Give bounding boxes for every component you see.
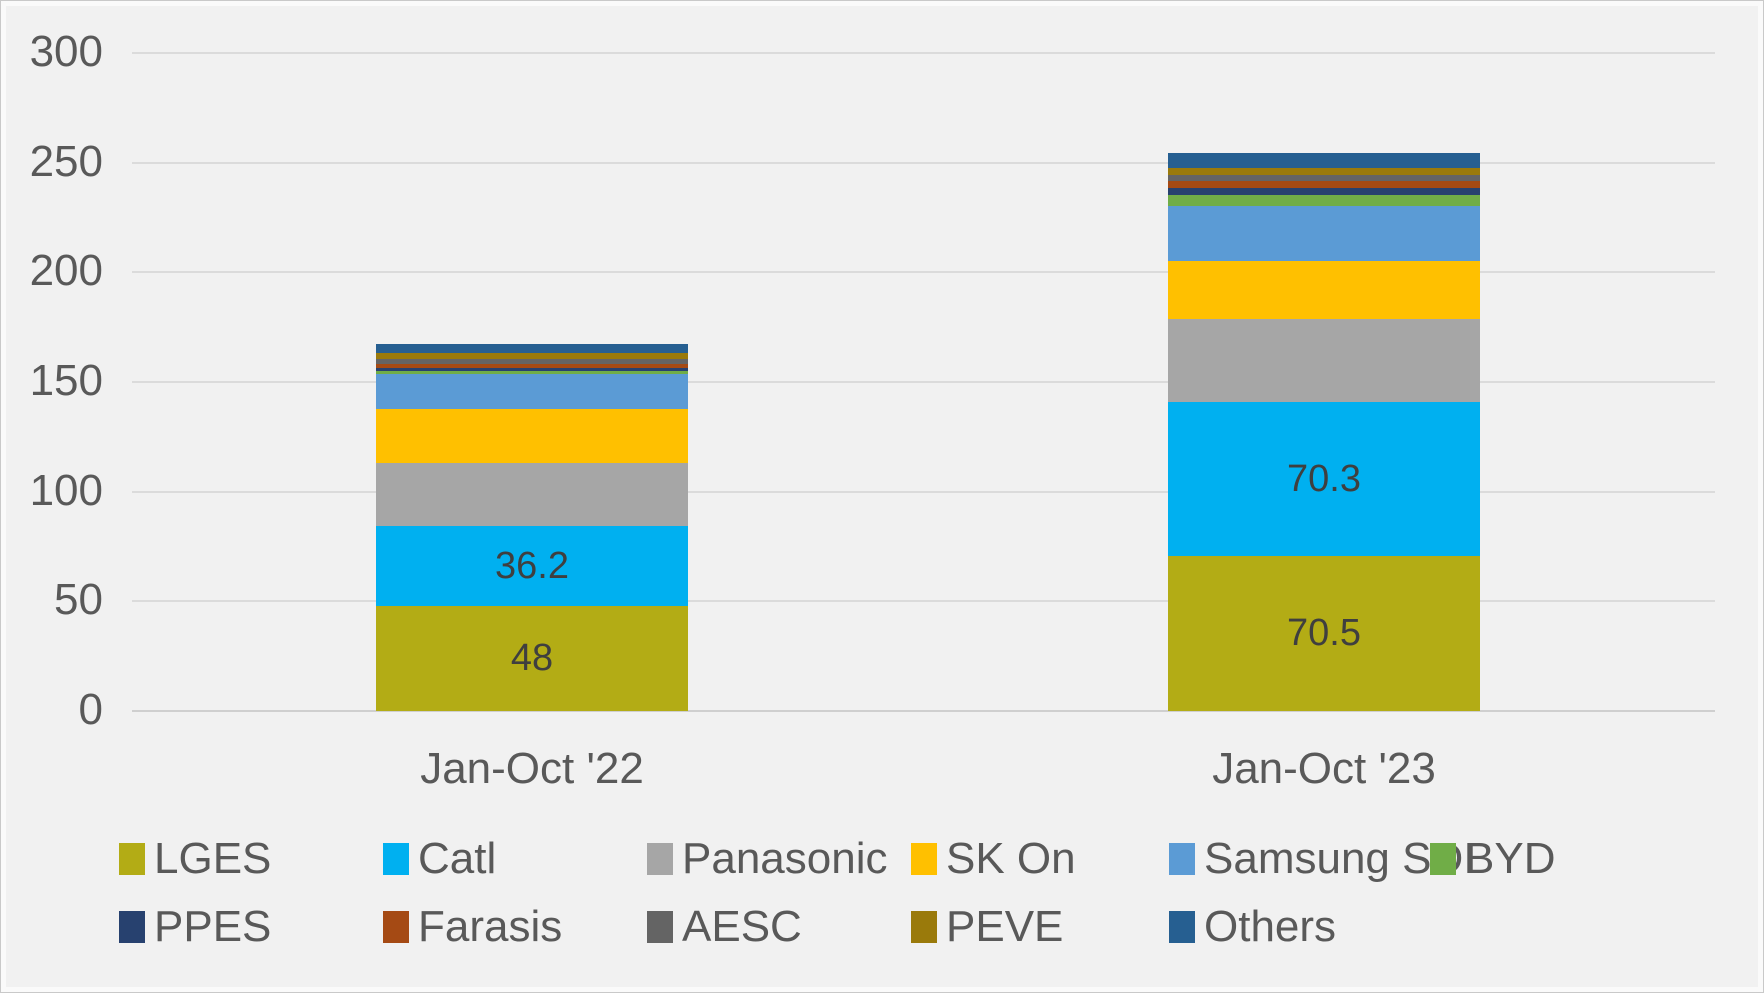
segment-catl-jan-oct-23: 70.3 [1168,402,1480,557]
data-label-lges-jan-oct-23: 70.5 [1287,612,1361,655]
y-tick-label-150: 150 [29,356,103,405]
legend-marker-aesc-icon [647,911,673,943]
segment-others-jan-oct-22 [376,344,688,354]
category-label-jan-oct-23: Jan-Oct '23 [1212,744,1436,793]
y-tick-label-300: 300 [29,27,103,76]
legend-item-sk-on: SK On [911,837,1076,881]
gridline-250 [132,161,1715,164]
y-tick-label-100: 100 [29,465,103,515]
y-tick-label-200: 200 [29,246,103,296]
legend-item-panasonic: Panasonic [647,837,887,881]
legend-marker-panasonic-icon [647,843,673,875]
legend-item-lges: LGES [119,837,271,881]
legend-marker-farasis-icon [383,911,409,943]
legend-label-lges: LGES [154,834,272,883]
legend-marker-ppes-icon [119,911,145,943]
segment-farasis-jan-oct-22 [376,364,688,369]
legend-label-byd: BYD [1465,834,1556,883]
legend-marker-lges-icon [119,843,145,875]
data-label-catl-jan-oct-23: 70.3 [1287,457,1361,500]
data-label-lges-jan-oct-22: 48 [510,636,554,679]
legend-label-peve: PEVE [946,902,1064,951]
segment-samsung-sdi-jan-oct-22 [376,373,688,410]
legend-marker-byd-icon [1430,843,1456,875]
gridline-200 [132,271,1715,274]
gridline-300 [132,52,1715,54]
legend-marker-catl-icon [383,843,409,875]
legend-item-farasis: Farasis [383,905,562,949]
segment-aesc-jan-oct-22 [376,358,688,365]
segment-sk-on-jan-oct-22 [376,409,688,463]
legend-item-peve: PEVE [911,905,1063,949]
legend-label-catl: Catl [418,834,497,883]
legend-item-others: Others [1169,905,1336,949]
legend-label-ppes: PPES [154,902,272,951]
gridline-150 [132,381,1715,383]
segment-byd-jan-oct-22 [376,371,688,374]
segment-byd-jan-oct-23 [1168,195,1480,206]
segment-farasis-jan-oct-23 [1168,180,1480,189]
segment-aesc-jan-oct-23 [1168,174,1480,181]
legend-marker-sk-on-icon [911,843,937,875]
legend-marker-samsung-sdi-icon [1169,843,1195,875]
segment-peve-jan-oct-22 [376,353,688,359]
segment-catl-jan-oct-22: 36.2 [376,526,688,606]
gridline-0 [132,710,1715,712]
y-tick-label-250: 250 [29,136,103,186]
segment-lges-jan-oct-22: 48 [376,605,688,711]
legend-item-byd: BYD [1430,837,1555,881]
legend-marker-peve-icon [911,911,937,943]
segment-samsung-sdi-jan-oct-23 [1168,205,1480,261]
segment-ppes-jan-oct-22 [376,368,688,372]
segment-sk-on-jan-oct-23 [1168,260,1480,320]
segment-lges-jan-oct-23: 70.5 [1168,556,1480,711]
legend-label-panasonic: Panasonic [682,834,888,883]
data-label-catl-jan-oct-22: 36.2 [495,544,569,587]
legend-label-others: Others [1204,902,1337,951]
legend-item-ppes: PPES [119,905,271,949]
legend-item-catl: Catl [383,837,496,881]
segment-panasonic-jan-oct-23 [1168,319,1480,403]
legend-label-farasis: Farasis [418,902,563,951]
legend-item-aesc: AESC [647,905,802,949]
gridline-100 [132,490,1715,493]
y-tick-label-0: 0 [78,685,103,734]
segment-peve-jan-oct-23 [1168,168,1480,175]
segment-others-jan-oct-23 [1168,153,1480,169]
gridline-50 [132,600,1715,603]
category-label-jan-oct-22: Jan-Oct '22 [420,744,644,793]
legend-marker-others-icon [1169,911,1195,943]
legend-label-aesc: AESC [682,902,802,951]
y-tick-label-50: 50 [54,575,103,625]
legend-label-sk-on: SK On [946,834,1076,883]
segment-panasonic-jan-oct-22 [376,462,688,527]
segment-ppes-jan-oct-23 [1168,188,1480,196]
